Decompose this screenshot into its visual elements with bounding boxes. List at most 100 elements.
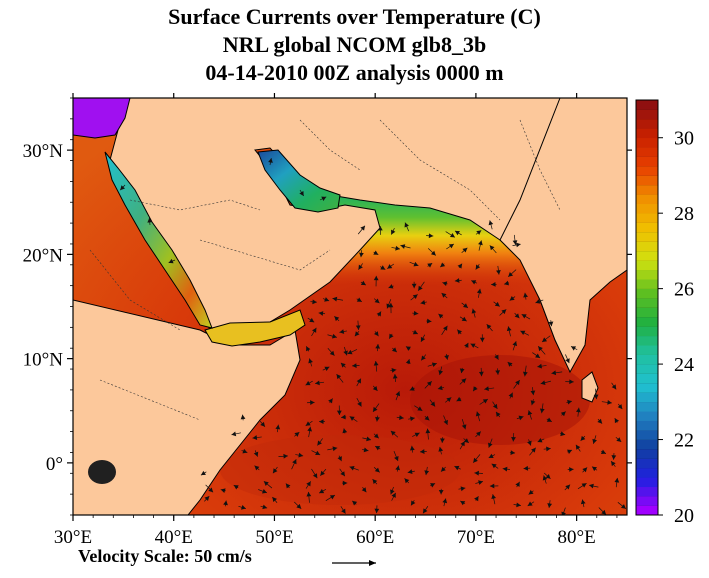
- current-vector-head: [420, 336, 426, 342]
- title-line-3: 04-14-2010 00Z analysis 0000 m: [205, 60, 504, 85]
- colorbar-band: [636, 486, 658, 497]
- lon-tick-label: 60°E: [356, 527, 394, 548]
- colorbar-band: [636, 109, 658, 120]
- colorbar: 30 28 26 24 22 20: [635, 99, 694, 527]
- current-vector-head: [593, 394, 599, 400]
- current-vector-head: [375, 416, 380, 422]
- current-vector-head: [471, 280, 477, 285]
- current-vector-head: [357, 401, 362, 407]
- current-vector-head: [508, 272, 514, 277]
- current-vector-head: [560, 411, 566, 417]
- current-vector-head: [388, 302, 394, 308]
- colorbar-tick-label: 30: [674, 128, 694, 150]
- current-vector-head: [372, 385, 378, 391]
- current-vector-head: [430, 483, 436, 488]
- current-vector-head: [460, 441, 465, 447]
- current-vector-head: [616, 437, 622, 442]
- colorbar-band: [636, 147, 658, 157]
- current-vector-head: [471, 308, 477, 314]
- current-vector-head: [305, 421, 311, 426]
- colorbar-band: [636, 260, 658, 271]
- current-vector-head: [168, 258, 174, 264]
- colorbar-tick-label: 20: [674, 505, 694, 527]
- colorbar-band: [636, 269, 658, 280]
- current-vector-head: [440, 262, 446, 268]
- current-vector-head: [571, 346, 577, 351]
- title-line-2: NRL global NCOM glb8_3b: [222, 32, 487, 57]
- colorbar-band: [636, 194, 658, 205]
- current-vector-head: [283, 453, 288, 459]
- current-vector-head: [352, 500, 358, 506]
- current-vector-head: [535, 353, 541, 358]
- current-vector-head: [542, 337, 548, 342]
- current-vector-head: [476, 431, 481, 437]
- current-vector-head: [475, 411, 481, 417]
- red-sea: [104, 151, 213, 329]
- current-vector-head: [328, 398, 333, 404]
- current-vector-head: [473, 457, 478, 463]
- current-vector-head: [443, 419, 448, 425]
- current-vector-head: [488, 220, 494, 226]
- colorbar-band: [636, 335, 658, 346]
- current-vector-head: [470, 343, 476, 348]
- current-vector-head: [347, 349, 353, 355]
- current-vector-head: [488, 442, 493, 448]
- current-vector-head: [306, 481, 311, 487]
- current-vector-head: [489, 483, 495, 489]
- current-vector-head: [589, 483, 594, 489]
- current-vector-head: [444, 354, 449, 360]
- current-vector-head: [496, 269, 501, 275]
- current-vector-head: [354, 331, 360, 337]
- current-vector-head: [537, 437, 543, 443]
- current-vector-head: [315, 380, 320, 386]
- current-vector-head: [501, 309, 507, 315]
- current-vector-head: [540, 380, 546, 385]
- current-vector-head: [355, 325, 361, 330]
- current-vector-head: [474, 496, 479, 502]
- current-vector-head: [484, 386, 489, 392]
- colorbar-band: [636, 175, 658, 186]
- current-vector-head: [506, 326, 512, 332]
- current-vector-head: [147, 218, 153, 223]
- colorbar-band: [636, 392, 658, 403]
- current-vector-head: [607, 400, 612, 405]
- current-vector-head: [373, 275, 379, 281]
- current-vector-head: [461, 378, 467, 384]
- current-vector-head: [516, 502, 521, 508]
- current-vector-head: [412, 329, 418, 335]
- current-vector-head: [337, 456, 342, 462]
- current-vector-head: [520, 330, 526, 336]
- current-vector-head: [260, 421, 265, 427]
- current-vector-head: [388, 284, 394, 289]
- map-area: [73, 98, 627, 515]
- current-vector-head: [489, 245, 495, 251]
- colorbar-band: [636, 213, 658, 223]
- colorbar-tick-label: 26: [674, 279, 694, 301]
- mediterranean-corner: [73, 98, 131, 139]
- current-vector-head: [399, 415, 404, 420]
- current-vector-head: [430, 401, 436, 407]
- current-vector-head: [448, 243, 454, 249]
- current-vector-head: [575, 444, 581, 450]
- current-vector-head: [478, 240, 483, 246]
- current-vector-head: [324, 297, 330, 302]
- colorbar-band: [636, 326, 658, 337]
- lon-tick-label: 70°E: [457, 527, 495, 548]
- current-vector-head: [614, 477, 620, 483]
- colorbar-band: [636, 477, 658, 488]
- colorbar-band: [636, 156, 658, 167]
- current-vector-head: [431, 362, 437, 368]
- current-vector-head: [530, 400, 536, 406]
- colorbar-band: [636, 100, 658, 110]
- current-vector-head: [620, 504, 626, 509]
- current-vector-head: [592, 466, 597, 472]
- lat-tick-label: 0°: [46, 454, 63, 475]
- current-vector-head: [340, 471, 345, 477]
- current-vector-head: [535, 299, 541, 304]
- colorbar-band: [636, 128, 658, 139]
- warm-band: [220, 435, 460, 505]
- current-vector-head: [262, 504, 268, 510]
- current-vector-head: [240, 414, 246, 420]
- current-vector-head: [597, 418, 603, 424]
